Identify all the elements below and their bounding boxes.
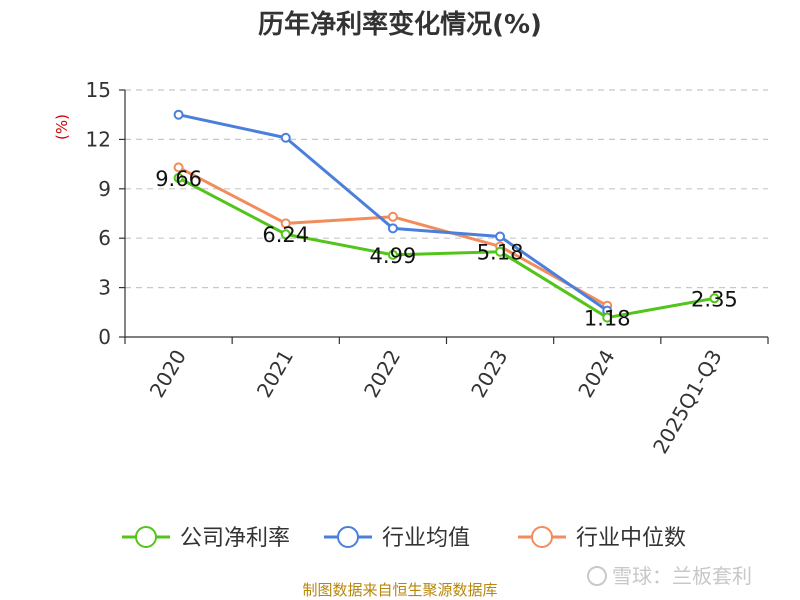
data-point[interactable] (709, 293, 720, 304)
watermark-logo-icon (587, 566, 607, 586)
data-point[interactable] (495, 246, 506, 257)
data-point[interactable] (173, 109, 184, 120)
data-point[interactable] (387, 223, 398, 234)
series-line (177, 176, 715, 320)
data-label: 6.24 (262, 223, 309, 247)
legend-item[interactable]: 公司净利率 (122, 526, 290, 551)
data-label: 5.18 (477, 241, 524, 265)
y-tick-label: 12 (86, 127, 111, 151)
data-point[interactable] (387, 249, 398, 260)
legend-label: 行业中位数 (576, 526, 686, 551)
data-labels: 9.66 6.24 4.99 5.18 1.18 2.35 (155, 167, 738, 331)
data-point[interactable] (280, 229, 291, 240)
y-tick-label: 0 (98, 325, 111, 349)
series-lines (173, 109, 720, 323)
y-axis-unit: (%) (53, 114, 71, 140)
data-label: 2.35 (691, 287, 738, 311)
legend[interactable]: 公司净利率 行业均值 行业中位数 (122, 526, 686, 551)
legend-marker (337, 526, 359, 548)
data-point[interactable] (387, 211, 398, 222)
x-tick-label: 2024 (573, 346, 619, 402)
source-note: 制图数据来自恒生聚源数据库 (302, 581, 497, 599)
watermark-text: 雪球：兰板套利 (612, 564, 752, 588)
y-tick-label: 9 (98, 177, 111, 201)
y-tick-label: 15 (86, 78, 111, 102)
grid-lines (125, 89, 768, 289)
data-point[interactable] (173, 172, 184, 183)
data-point[interactable] (495, 231, 506, 242)
data-point[interactable] (173, 162, 184, 173)
data-label: 1.18 (584, 307, 631, 331)
y-tick-label: 6 (98, 226, 111, 250)
data-label: 9.66 (155, 167, 202, 191)
x-tick-label: 2021 (252, 346, 298, 402)
x-tick-label: 2022 (359, 346, 405, 402)
legend-item[interactable]: 行业均值 (324, 526, 470, 551)
legend-marker (135, 526, 157, 548)
legend-item[interactable]: 行业中位数 (518, 526, 686, 551)
watermark: 雪球：兰板套利 (587, 564, 752, 588)
axes: 0 3 6 9 12 15 2020 2021 2022 2023 2024 2025Q1-Q3 (86, 78, 769, 458)
data-point[interactable] (602, 312, 613, 323)
series-line (177, 166, 608, 308)
x-tick-label: 2025Q1-Q3 (648, 346, 727, 458)
legend-label: 公司净利率 (180, 526, 290, 551)
y-tick-label: 3 (98, 276, 111, 300)
x-tick-label: 2023 (466, 346, 512, 402)
legend-marker (531, 526, 553, 548)
chart-title: 历年净利率变化情况(%) (258, 9, 542, 40)
x-tick-label: 2020 (145, 346, 191, 402)
legend-label: 行业均值 (382, 526, 470, 551)
data-point[interactable] (280, 132, 291, 143)
data-point[interactable] (280, 218, 291, 229)
data-label: 4.99 (370, 244, 417, 268)
